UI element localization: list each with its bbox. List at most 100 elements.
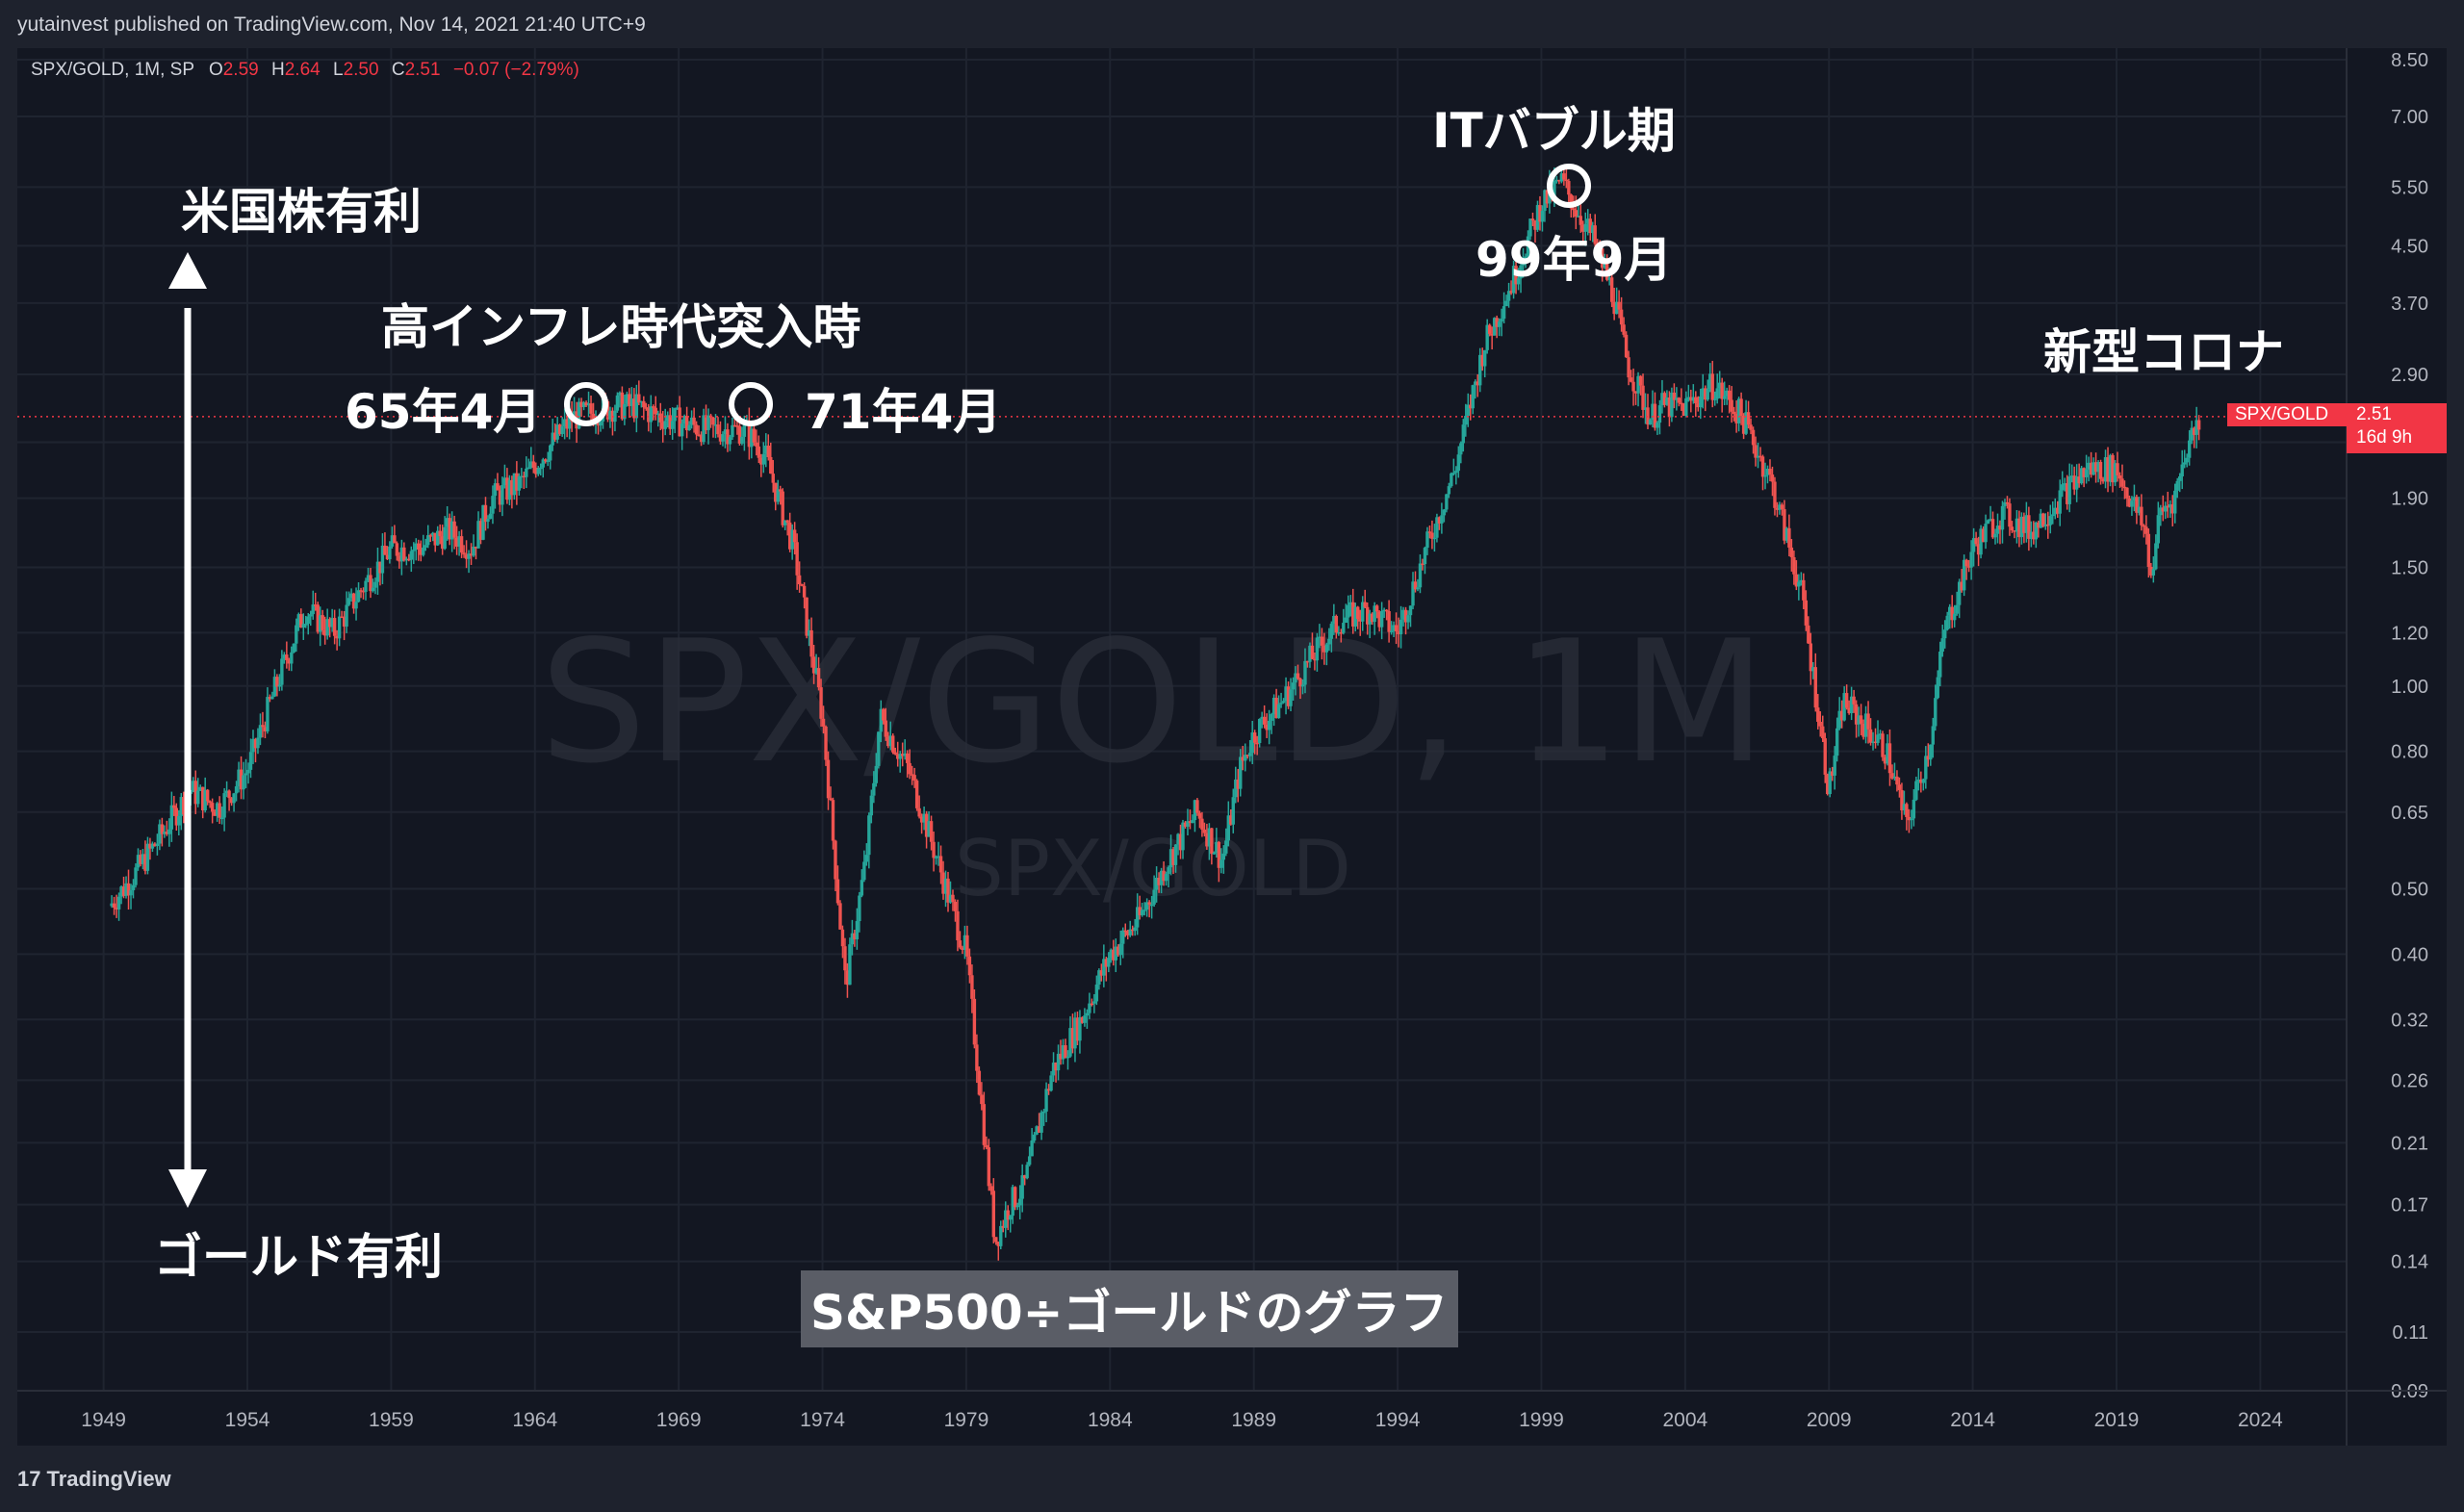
candle-body — [292, 643, 296, 653]
candle-body — [1998, 525, 2002, 530]
candle-body — [1480, 354, 1484, 367]
candle-body — [903, 753, 907, 756]
candle-body — [1751, 429, 1756, 446]
candle-body — [1912, 799, 1916, 819]
candle-body — [169, 805, 174, 830]
candle-body — [1938, 652, 1942, 678]
candle-body — [1070, 1028, 1075, 1049]
candle-body — [552, 432, 557, 440]
candle-body — [1205, 833, 1209, 847]
candle-body — [412, 550, 416, 551]
candle-body — [1969, 551, 1973, 568]
candle-body — [1907, 816, 1912, 821]
candle-body — [726, 429, 730, 445]
candle-body — [1960, 581, 1964, 591]
candle-body — [2043, 524, 2047, 526]
candle-body — [888, 735, 892, 747]
candle-body — [1078, 1017, 1082, 1041]
candle-body — [1408, 605, 1413, 616]
candle-body — [938, 856, 943, 873]
candle-body — [1219, 859, 1223, 868]
candle-body — [449, 521, 454, 540]
candle-body — [163, 832, 167, 834]
candle-body — [1104, 959, 1109, 967]
candle-body — [864, 855, 869, 862]
candle-body — [826, 759, 831, 799]
candle-body — [1399, 619, 1403, 635]
candle-body — [1976, 544, 1981, 555]
candle-body — [150, 843, 155, 849]
candle-body — [900, 754, 905, 756]
annotation-new-corona: 新型コロナ — [2043, 324, 2284, 380]
candle-body — [549, 445, 552, 461]
candle-body — [239, 769, 244, 790]
candle-body — [752, 428, 757, 443]
candle-body — [426, 535, 430, 546]
x-tick-label: 2004 — [1662, 1409, 1707, 1431]
candle-body — [1459, 443, 1463, 455]
candle-body — [565, 419, 569, 429]
chart-canvas[interactable]: 1949 1954 1959 1964 1969 1974 1979 1984 1989 1994… — [17, 48, 2447, 1446]
candle-body — [246, 769, 250, 774]
candle-body — [1107, 958, 1111, 967]
candle-body — [766, 446, 770, 457]
candle-body — [835, 879, 840, 904]
candle-body — [272, 677, 277, 697]
candle-body — [1699, 396, 1703, 408]
candle-body — [1844, 693, 1849, 708]
candle-body — [393, 535, 397, 544]
candle-body — [898, 754, 902, 759]
candle-body — [1833, 756, 1836, 776]
candle-body — [112, 903, 116, 909]
candle-body — [1474, 381, 1477, 386]
candle-body — [359, 590, 363, 592]
candle-body — [747, 421, 752, 448]
candle-body — [1581, 224, 1585, 232]
candle-body — [2120, 478, 2124, 487]
candle-body — [1902, 804, 1907, 811]
candle-body — [1509, 291, 1513, 294]
ohlc-legend[interactable]: SPX/GOLD, 1M, SP O2.59 H2.64 L2.50 C2.51… — [31, 60, 579, 81]
candle-body — [805, 597, 808, 636]
candle-body — [647, 408, 651, 423]
y-tick-label: 0.11 — [2393, 1322, 2428, 1344]
candle-body — [1347, 604, 1350, 618]
candle-body — [634, 394, 639, 419]
candle-body — [1741, 415, 1746, 434]
candle-body — [1835, 728, 1839, 756]
candle-body — [196, 790, 200, 805]
candle-body — [539, 467, 543, 470]
candle-body — [779, 489, 783, 492]
candle-body — [637, 394, 641, 403]
candle-body — [1612, 301, 1616, 315]
candle-body — [390, 535, 395, 547]
candle-body — [1088, 1003, 1091, 1013]
candle-body — [1469, 404, 1473, 409]
candle-body — [1725, 390, 1729, 397]
legend-symbol[interactable]: SPX/GOLD, 1M, SP — [31, 60, 194, 80]
candle-body — [222, 793, 226, 818]
candle-body — [1643, 407, 1648, 410]
candle-body — [428, 535, 432, 537]
candle-body — [541, 459, 545, 468]
candle-body — [819, 687, 823, 719]
candle-body — [1061, 1045, 1065, 1060]
candle-body — [435, 530, 440, 546]
candle-body — [2142, 525, 2146, 527]
candle-body — [129, 890, 133, 896]
chart-area[interactable]: 1949 1954 1959 1964 1969 1974 1979 1984 1989 1994… — [17, 48, 2447, 1446]
candle-body — [809, 629, 813, 657]
candle-body — [179, 797, 183, 816]
candle-body — [1425, 531, 1429, 549]
candle-body — [731, 424, 734, 438]
candle-body — [1736, 398, 1741, 423]
y-tick-label: 8.50 — [2391, 50, 2428, 71]
candle-body — [544, 459, 548, 462]
candle-body — [991, 1191, 996, 1238]
candle-body — [1607, 277, 1611, 280]
candle-body — [2132, 497, 2137, 501]
candle-body — [1358, 619, 1362, 622]
candle-body — [934, 857, 938, 859]
tradingview-logo[interactable]: 17 TradingView — [17, 1467, 171, 1492]
candle-body — [1241, 756, 1245, 761]
